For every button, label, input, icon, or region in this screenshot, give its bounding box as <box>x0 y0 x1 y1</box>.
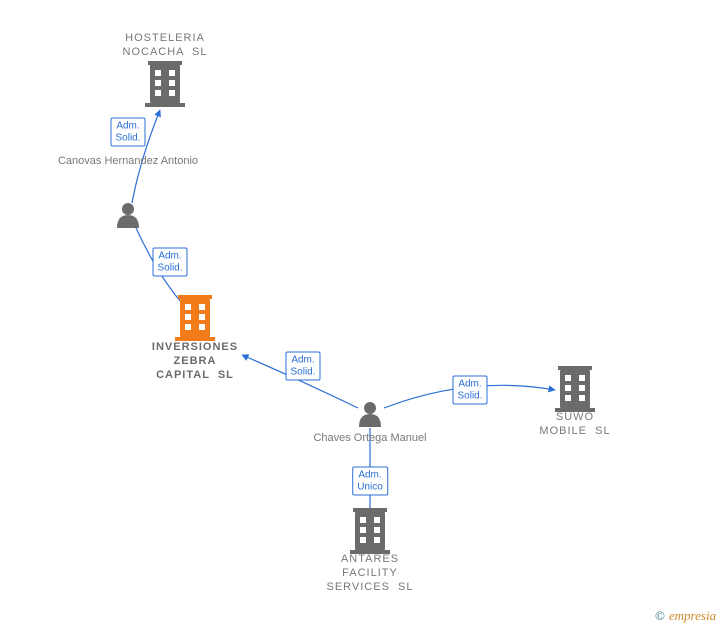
watermark-text: empresia <box>669 608 716 623</box>
node-antares-icon[interactable] <box>350 508 390 554</box>
node-antares-label[interactable]: ANTARES FACILITY SERVICES SL <box>327 553 414 594</box>
edge-badge-e3: Adm. Solid. <box>285 352 320 381</box>
node-hosteleria-label[interactable]: HOSTELERIA NOCACHA SL <box>123 32 208 60</box>
node-inversiones-label[interactable]: INVERSIONES ZEBRA CAPITAL SL <box>152 341 238 382</box>
edge-badge-e4: Adm. Solid. <box>452 376 487 405</box>
edge-badge-e2: Adm. Solid. <box>152 248 187 277</box>
node-suwo-label[interactable]: SUWO MOBILE SL <box>539 411 610 439</box>
node-canovas-icon[interactable] <box>117 203 139 228</box>
node-hosteleria-icon[interactable] <box>145 61 185 107</box>
edge-badge-e1: Adm. Solid. <box>110 118 145 147</box>
node-suwo-icon[interactable] <box>555 366 595 412</box>
edge-badge-e5: Adm. Unico <box>352 467 388 496</box>
diagram-canvas <box>0 0 728 630</box>
node-chaves-label[interactable]: Chaves Ortega Manuel <box>313 432 426 445</box>
node-inversiones-icon[interactable] <box>175 295 215 341</box>
node-canovas-label[interactable]: Canovas Hernandez Antonio <box>58 155 198 168</box>
watermark: © empresia <box>655 608 716 624</box>
node-chaves-icon[interactable] <box>359 402 381 427</box>
watermark-copy: © <box>655 608 665 623</box>
